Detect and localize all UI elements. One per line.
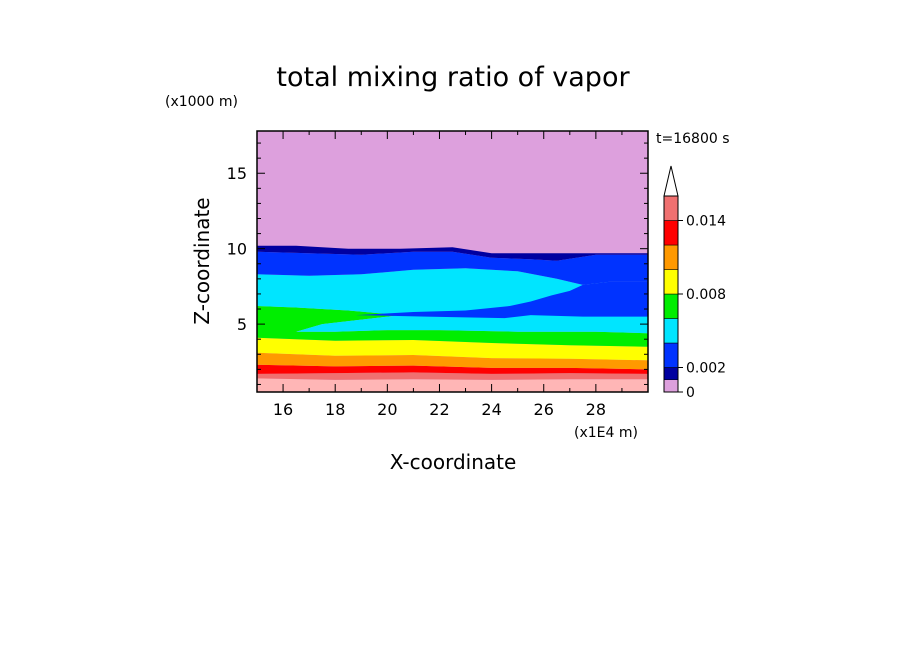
colorbar-swatch [663,195,679,221]
colorbar-swatch [663,318,679,344]
y-axis: 5 10 15 [227,142,648,385]
colorbar-tick-label: 0.008 [686,287,726,303]
band-cyan [257,268,648,334]
colorbar-extend-arrow [663,165,679,197]
colorbar-tick-label: 0.014 [686,214,726,230]
y-tick-label: 5 [237,315,247,334]
x-axis-label: X-coordinate [390,450,517,474]
band-green [257,306,648,347]
x-tick-label: 28 [586,400,606,419]
colorbar-tick-label: 0 [686,385,695,401]
x-tick-label: 26 [534,400,554,419]
band-navy [257,245,648,261]
chart-title: total mixing ratio of vapor [276,62,630,93]
plot-frame [256,130,649,393]
colorbar: 0 0.002 0.008 0.014 [663,165,726,401]
colorbar-swatch [663,269,679,295]
cyan-tongue [509,287,583,305]
band-yellow [257,337,648,361]
colorbar-swatch [663,342,679,368]
y-tick-label: 10 [227,240,247,259]
time-label: t=16800 s [656,131,730,147]
colorbar-swatch [663,293,679,319]
colorbar-swatch [663,244,679,270]
colorbar-swatch [663,379,679,393]
x-tick-label: 20 [377,400,397,419]
y-tick-label: 15 [227,164,247,183]
band-blue [257,251,648,285]
x-tick-label: 22 [429,400,449,419]
x-tick-label: 16 [273,400,293,419]
x-axis: 16 18 20 22 24 26 28 [256,131,649,419]
band-pink [257,378,648,392]
colorbar-tick-label: 0.002 [686,361,726,377]
band-orange [257,352,648,370]
blue-pocket [356,281,648,319]
x-tick-label: 18 [325,400,345,419]
y-axis-label: Z-coordinate [190,197,214,324]
x-unit-label: (x1E4 m) [574,425,638,441]
x-tick-label: 24 [481,400,501,419]
band-red [257,364,648,374]
colorbar-swatch [663,220,679,246]
plot-area [256,130,649,393]
colorbar-swatch [663,367,679,380]
y-unit-label: (x1000 m) [165,94,238,110]
band-lightred [257,372,648,380]
